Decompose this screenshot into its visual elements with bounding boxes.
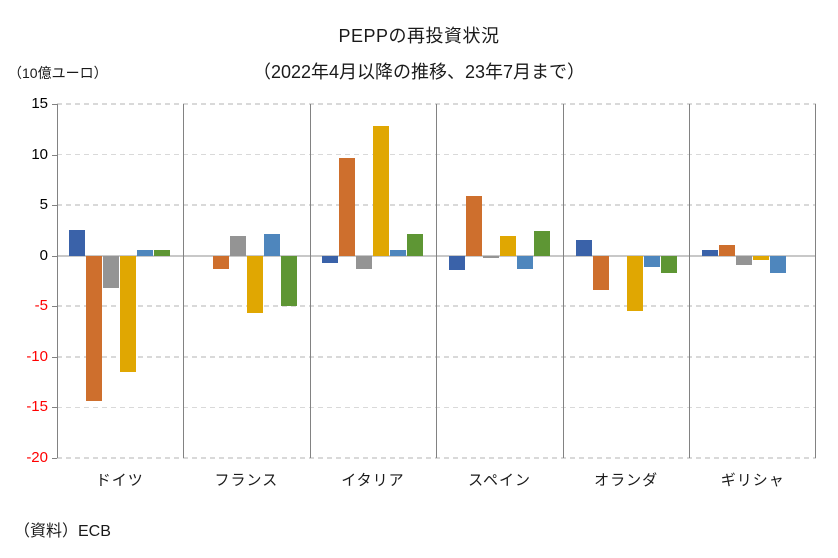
- bar-series-5-light-blue-イタリア: [390, 249, 407, 256]
- chart-title: PEPPの再投資状況: [338, 26, 500, 46]
- y-axis-line: [56, 104, 58, 458]
- y-tick-mark-5: [51, 205, 57, 207]
- y-tick-mark--10: [51, 356, 57, 358]
- category-separator-line: [436, 104, 438, 458]
- bar-series-1-dark-blue-ギリシャ: [702, 249, 719, 256]
- bar-series-5-light-blue-ギリシャ: [770, 255, 787, 273]
- category-separator-line: [689, 104, 691, 458]
- y-tick-label-15: 15: [31, 95, 48, 112]
- bar-series-1-dark-blue-ドイツ: [69, 230, 86, 256]
- y-tick-label--5: -5: [34, 297, 48, 315]
- category-label-フランス: フランス: [214, 472, 279, 489]
- bar-series-4-gold-イタリア: [373, 126, 390, 256]
- bar-series-5-light-blue-スペイン: [517, 255, 534, 269]
- bar-series-5-light-blue-フランス: [263, 234, 280, 256]
- category-separator-line: [815, 104, 816, 458]
- bar-series-6-green-オランダ: [660, 255, 677, 273]
- bar-series-2-orange-スペイン: [466, 196, 483, 256]
- y-tick-mark-0: [51, 255, 57, 257]
- category-label-オランダ: オランダ: [594, 472, 659, 489]
- bar-series-4-gold-ギリシャ: [753, 255, 770, 260]
- bar-series-1-dark-blue-スペイン: [449, 255, 466, 270]
- y-tick-mark--5: [51, 306, 57, 308]
- bar-series-2-orange-イタリア: [339, 157, 356, 256]
- category-separator-line: [309, 104, 311, 458]
- category-separator-line: [562, 104, 564, 458]
- bar-series-2-orange-ドイツ: [86, 255, 103, 402]
- y-tick-mark--15: [51, 407, 57, 409]
- y-tick-label-5: 5: [39, 196, 48, 214]
- y-axis-unit-label: （10億ユーロ）: [8, 65, 108, 81]
- y-tick-label--20: -20: [26, 449, 48, 466]
- y-tick-mark-10: [51, 154, 57, 156]
- bar-series-4-gold-オランダ: [626, 255, 643, 312]
- bar-series-3-gray-イタリア: [356, 255, 373, 269]
- category-label-ドイツ: ドイツ: [95, 472, 144, 489]
- bar-series-3-gray-ドイツ: [103, 255, 120, 289]
- plot-area: [56, 103, 816, 459]
- y-tick-mark--20: [51, 458, 57, 459]
- bar-series-3-gray-ギリシャ: [736, 255, 753, 265]
- bar-series-3-gray-スペイン: [483, 255, 500, 258]
- y-tick-label-0: 0: [39, 246, 48, 264]
- bar-series-6-green-イタリア: [407, 234, 424, 256]
- category-label-イタリア: イタリア: [341, 472, 405, 489]
- bar-series-6-green-スペイン: [534, 231, 551, 256]
- category-label-スペイン: スペイン: [468, 472, 532, 489]
- bar-series-4-gold-スペイン: [500, 236, 517, 256]
- bar-series-5-light-blue-オランダ: [643, 255, 660, 267]
- bar-series-2-orange-ギリシャ: [719, 244, 736, 256]
- bar-series-2-orange-フランス: [212, 255, 229, 269]
- chart-subtitle: （2022年4月以降の推移、23年7月まで）: [252, 62, 586, 82]
- y-tick-mark-15: [51, 104, 57, 105]
- bar-series-6-green-ドイツ: [154, 249, 171, 256]
- category-label-ギリシャ: ギリシャ: [720, 472, 785, 489]
- bar-series-4-gold-フランス: [246, 255, 263, 314]
- y-tick-label--10: -10: [26, 347, 48, 365]
- category-separator-line: [183, 104, 185, 458]
- y-tick-label-10: 10: [31, 145, 48, 163]
- bar-series-2-orange-オランダ: [592, 255, 609, 291]
- bar-series-4-gold-ドイツ: [120, 255, 137, 373]
- source-label: （資料）ECB: [14, 523, 111, 540]
- y-tick-label--15: -15: [26, 398, 48, 416]
- bar-series-6-green-フランス: [280, 255, 297, 307]
- bar-series-5-light-blue-ドイツ: [137, 249, 154, 256]
- bar-series-1-dark-blue-イタリア: [322, 255, 339, 263]
- bar-series-3-gray-フランス: [229, 236, 246, 256]
- bar-series-1-dark-blue-オランダ: [575, 239, 592, 256]
